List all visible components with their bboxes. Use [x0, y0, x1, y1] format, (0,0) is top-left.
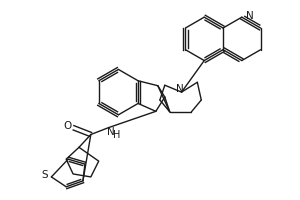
Text: O: O: [63, 121, 71, 131]
Text: N: N: [246, 11, 254, 21]
Text: N: N: [176, 84, 184, 94]
Text: N: N: [107, 127, 114, 137]
Text: H: H: [113, 130, 120, 140]
Text: S: S: [41, 170, 48, 180]
